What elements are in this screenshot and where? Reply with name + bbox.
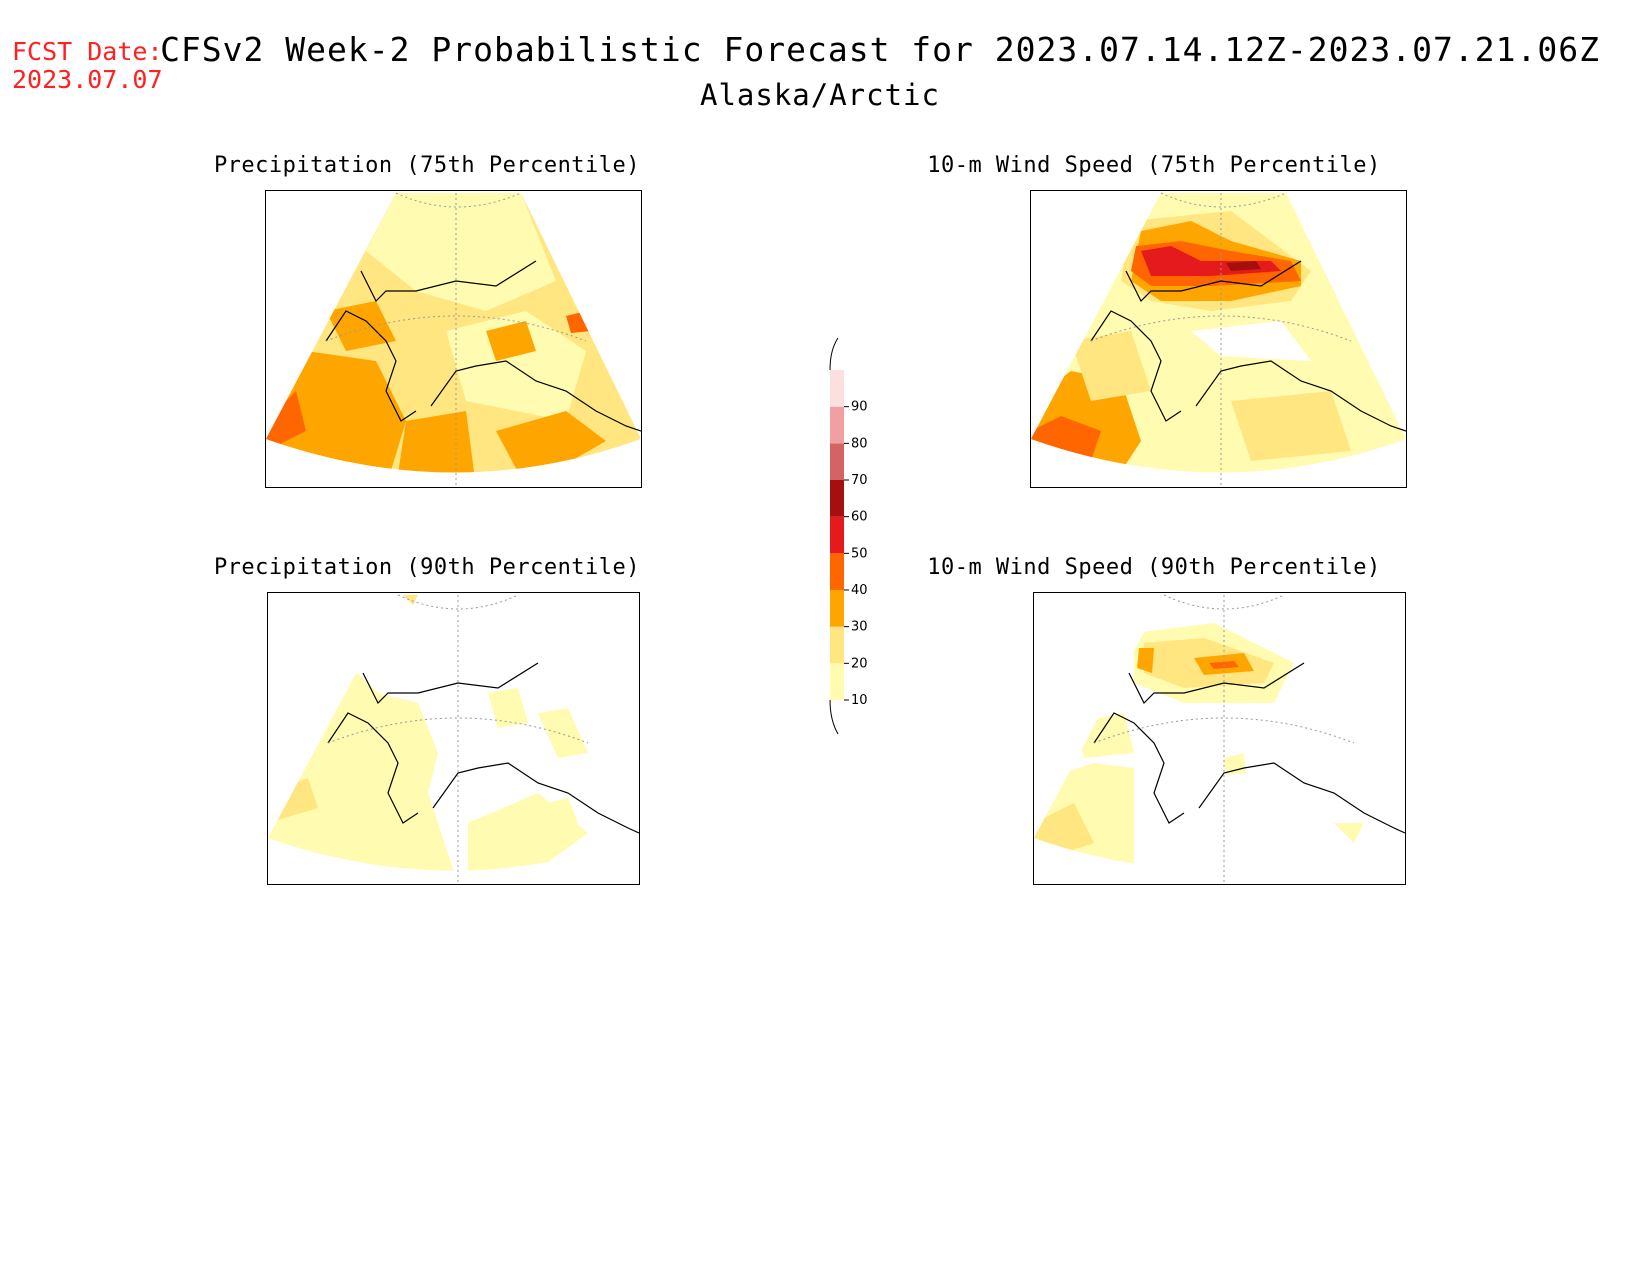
colorbar-label: 30 (851, 620, 868, 635)
panel-title-wind-75: 10-m Wind Speed (75th Percentile) (927, 153, 1381, 178)
colorbar-label: 10 (851, 693, 868, 708)
map-wind-75 (1030, 190, 1407, 488)
colorbar-label: 50 (851, 546, 868, 561)
map-wind-90 (1033, 592, 1406, 885)
colorbar-label: 90 (851, 400, 868, 415)
colorbar-swatch (830, 553, 844, 590)
panel-title-precip-90: Precipitation (90th Percentile) (213, 555, 641, 580)
colorbar-bottom-cap (829, 699, 839, 735)
colorbar-label: 70 (851, 473, 868, 488)
panel-title-wind-90: 10-m Wind Speed (90th Percentile) (927, 555, 1381, 580)
colorbar-label: 80 (851, 436, 868, 451)
colorbar-swatch (830, 663, 844, 700)
page-subtitle: Alaska/Arctic (700, 78, 940, 112)
panel-title-precip-75: Precipitation (75th Percentile) (213, 153, 641, 178)
forecast-date-value: 2023.07.07 (12, 65, 163, 94)
colorbar-swatch (830, 516, 844, 554)
map-precip-90 (267, 592, 640, 885)
colorbar-swatch (830, 443, 844, 480)
colorbar-label: 60 (851, 510, 868, 525)
colorbar-swatch (830, 590, 844, 627)
colorbar-swatch (830, 626, 844, 664)
colorbar-swatch (830, 406, 844, 444)
page-title: CFSv2 Week-2 Probabilistic Forecast for … (160, 30, 1600, 69)
colorbar: 10 20 30 40 50 60 70 80 90 (829, 337, 868, 735)
colorbar-label: 20 (851, 656, 868, 671)
colorbar-label: 40 (851, 583, 868, 598)
forecast-date: FCST Date: 2023.07.07 (12, 38, 163, 94)
map-precip-75 (265, 190, 642, 488)
colorbar-swatch (830, 480, 844, 517)
colorbar-top-cap (829, 337, 839, 371)
colorbar-swatch (830, 370, 844, 407)
forecast-date-label: FCST Date: (12, 37, 163, 66)
